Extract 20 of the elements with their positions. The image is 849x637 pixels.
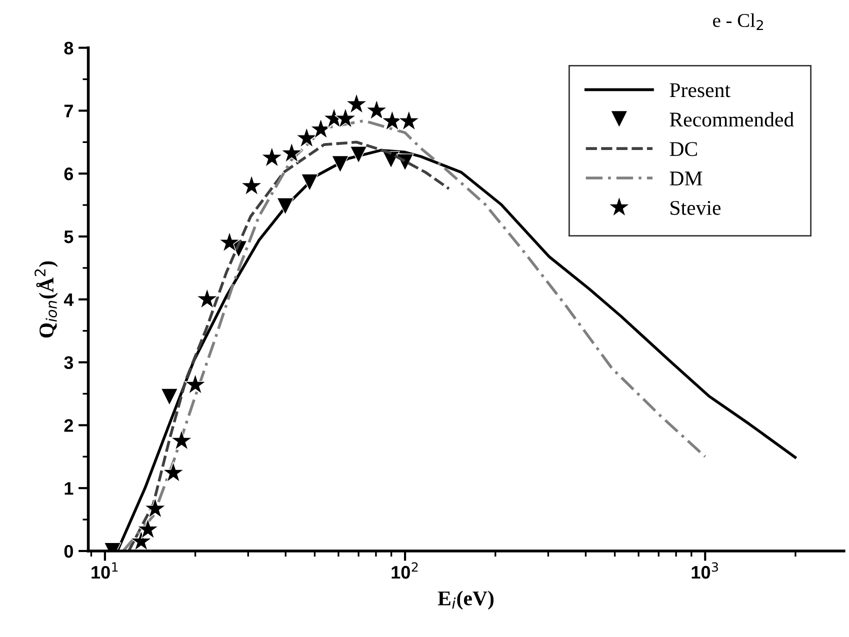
x-tick-label: 10$^{2}$ (392, 562, 418, 579)
y-tick-label: 3 (64, 356, 74, 370)
x-tick-label: 10$^{3}$ (692, 562, 718, 579)
y-tick-label: 0 (64, 544, 73, 558)
y-tick-label: 1 (64, 482, 74, 495)
x-axis-title: E$_{i}$(eV) (438, 590, 494, 610)
y-tick-label: 6 (64, 168, 74, 180)
y-axis-title: Q$_{ion}$(Å$^{2}$) (34, 261, 58, 338)
legend-label: Recommended (670, 112, 794, 127)
y-tick-label: 4 (64, 294, 74, 306)
y-tick-label: 8 (64, 42, 74, 54)
legend-label: Present (670, 83, 730, 98)
chart-title: e - Cl$_{2}$ (713, 13, 763, 30)
x-tick-label: 10$^{1}$ (92, 562, 118, 579)
legend-label: DC (670, 142, 697, 156)
y-tick-label: 2 (64, 419, 73, 432)
y-tick-label: 7 (64, 104, 73, 118)
legend-label: DM (670, 172, 702, 186)
legend-label: Stevie (670, 200, 721, 215)
y-tick-label: 5 (64, 230, 74, 244)
